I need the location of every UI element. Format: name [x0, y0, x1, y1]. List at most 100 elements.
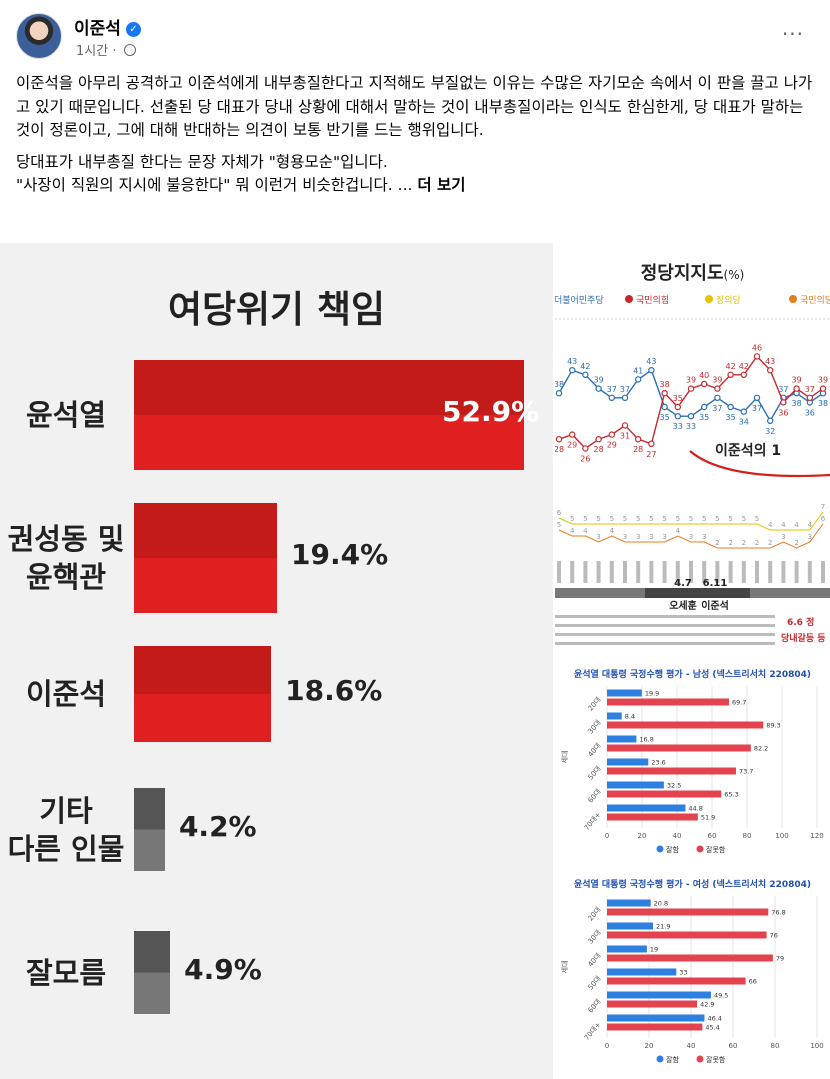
minor-point-label: 4 [768, 521, 773, 529]
legend-dot [696, 1055, 704, 1063]
bar-value-0: 52.9% [442, 395, 540, 428]
category-label: 50대 [587, 975, 603, 992]
more-options-icon[interactable]: ··· [781, 22, 804, 46]
date-tick [781, 561, 786, 583]
timeline-highlight [645, 588, 750, 598]
point-label: 33 [673, 422, 683, 431]
legend-dot-3 [789, 295, 797, 303]
date-tick [794, 561, 799, 583]
bar-good [607, 735, 637, 743]
point-label: 42 [739, 362, 749, 371]
x-tick-label: 60 [708, 832, 717, 840]
point-label: 39 [792, 376, 802, 385]
bar-value: 65.3 [724, 791, 738, 799]
post-paragraph-1: 이준석을 아무리 공격하고 이준석에게 내부총질한다고 지적해도 부질없는 이유… [16, 74, 813, 139]
bar-good [607, 712, 622, 720]
point-label: 37 [712, 404, 722, 413]
bar-bad [607, 931, 767, 939]
point [661, 403, 668, 411]
minor-point-label: 5 [755, 515, 759, 523]
post-time[interactable]: 1시간 · [76, 44, 117, 59]
bar-good [607, 804, 686, 812]
bar-bad [607, 1023, 703, 1031]
point-label: 37 [752, 404, 762, 413]
post-media[interactable]: 여당위기 책임 윤석열 52.9% 권성동 및 윤핵관 19.4% 이준석 18.6% 기타 다… [0, 243, 830, 1079]
minor-point-label: 5 [583, 515, 587, 523]
bar-value: 51.9 [701, 814, 715, 822]
bar-good [607, 689, 642, 697]
bar-label-line: 잘모름 [25, 955, 107, 990]
responsibility-chart[interactable]: 여당위기 책임 윤석열 52.9% 권성동 및 윤핵관 19.4% 이준석 18.6% 기타 다… [0, 243, 553, 1079]
x-tick-label: 60 [729, 1042, 738, 1050]
point-label: 42 [580, 362, 590, 371]
minor-point-label: 5 [689, 515, 693, 523]
point [608, 431, 616, 438]
point-label: 31 [620, 431, 630, 440]
bar-value: 32.5 [667, 782, 681, 790]
see-more-link[interactable]: 더 보기 [417, 176, 466, 194]
point [595, 435, 602, 443]
author-avatar[interactable] [16, 13, 62, 59]
legend-label-2: 정의당 [716, 295, 741, 306]
minor-point-label: 4 [676, 527, 681, 535]
bar-good [607, 991, 711, 999]
footnote-line [555, 642, 775, 645]
minor-point-label: 4 [808, 521, 813, 529]
x-tick-label: 40 [687, 1042, 696, 1050]
point-label: 35 [660, 413, 670, 422]
minor-point-label: 5 [610, 515, 614, 523]
point [608, 394, 616, 401]
bar-value: 21.9 [656, 923, 670, 931]
female-approval-chart[interactable]: 윤석열 대통령 국정수행 평가 - 여성 (넥스트리서치 220804) 0 20… [555, 870, 830, 1079]
point [753, 353, 761, 360]
point-label: 35 [673, 394, 683, 403]
author-name[interactable]: 이준석 ✓ [74, 14, 141, 39]
point-label: 41 [633, 366, 643, 375]
date-tick [609, 561, 614, 583]
bar-label-0: 윤석열 [0, 396, 132, 434]
point-label: 39 [712, 376, 722, 385]
party-support-chart[interactable]: 정당지지도(%) 더불어민주당 국민의힘 정의당 국민의당 38 43 42 39 37 37 41… [555, 243, 830, 658]
footnote-line [555, 633, 775, 636]
point-label: 29 [567, 441, 577, 450]
x-tick-label: 20 [638, 832, 647, 840]
point-label: 37 [620, 385, 630, 394]
bar-value: 89.3 [766, 722, 780, 730]
minor-point-label: 4 [570, 527, 575, 535]
category-label: 30대 [587, 719, 603, 736]
point [555, 389, 563, 397]
date-tick [821, 561, 825, 583]
chart-title: 여당위기 책임 [167, 288, 386, 331]
point [687, 412, 695, 420]
bar-good [607, 781, 664, 789]
category-label: 70대+ [583, 1021, 603, 1042]
bar-good [607, 945, 647, 953]
bar-bad [607, 1000, 698, 1008]
x-tick-label: 0 [605, 832, 609, 840]
bar-bad [607, 698, 729, 706]
bar-value-3: 4.2% [178, 809, 257, 843]
point-label: 39 [686, 376, 696, 385]
bar-value: 33 [679, 969, 687, 977]
category-label: 60대 [587, 998, 603, 1015]
minor-point-label: 5 [570, 515, 574, 523]
point [727, 403, 734, 411]
date-tick [702, 561, 707, 583]
point-label: 33 [686, 422, 696, 431]
point-label: 39 [594, 376, 604, 385]
male-approval-chart[interactable]: 윤석열 대통령 국정수행 평가 - 남성 (넥스트리서치 220804) 0 20… [555, 660, 830, 868]
minor-point-label: 5 [728, 515, 732, 523]
point [700, 380, 708, 388]
point [634, 376, 642, 383]
minor-point-label: 5 [557, 521, 561, 529]
bar-bad [607, 908, 769, 916]
point [674, 412, 682, 420]
minor-point-label: 6 [821, 515, 826, 523]
point [766, 366, 774, 374]
point-label: 26 [580, 454, 590, 463]
male-approval-svg: 0 20 40 60 80 100 120 세대 20대 19.9 69.7 30대 8.4 89.3 40… [560, 686, 824, 854]
bar-value: 73.7 [739, 768, 753, 776]
bar-label-line: 권성동 및 [7, 522, 125, 556]
point-label: 43 [567, 357, 577, 366]
bar-value: 82.2 [754, 745, 768, 753]
